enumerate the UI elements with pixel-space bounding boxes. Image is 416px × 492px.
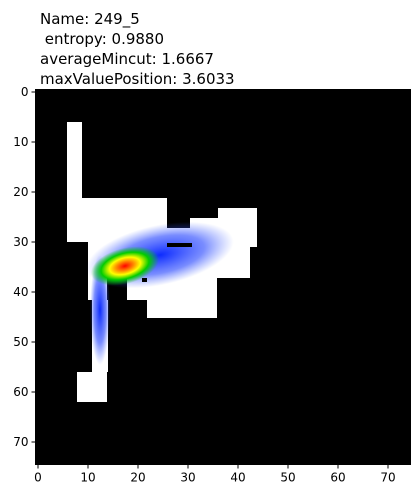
y-tick-label: 10: [13, 135, 28, 149]
y-tick-label: 40: [13, 285, 28, 299]
x-tick-label: 0: [34, 471, 42, 485]
image-mark: [167, 243, 192, 247]
x-tick-label: 70: [380, 471, 395, 485]
x-tick-label: 50: [280, 471, 295, 485]
title-line: Name: 249_5: [40, 10, 140, 29]
x-tick-label: 10: [80, 471, 95, 485]
title-block: Name: 249_5 entropy: 0.9880 averageMincut…: [40, 10, 235, 88]
y-tick-label: 70: [13, 435, 28, 449]
heat-blob: [86, 221, 234, 365]
x-tick-label: 20: [130, 471, 145, 485]
x-tick-label: 30: [180, 471, 195, 485]
y-tick-label: 30: [13, 235, 28, 249]
title-line: entropy: 0.9880: [40, 30, 164, 48]
y-tick-label: 50: [13, 335, 28, 349]
title-line: maxValuePosition: 3.6033: [40, 70, 235, 88]
axes-frame: [35, 89, 411, 465]
y-tick-label: 60: [13, 385, 28, 399]
image-mark: [142, 278, 147, 282]
x-tick-label: 60: [330, 471, 345, 485]
title-line: averageMincut: 1.6667: [40, 50, 214, 68]
y-tick-label: 20: [13, 185, 28, 199]
y-tick-label: 0: [21, 85, 29, 99]
x-tick-label: 40: [230, 471, 245, 485]
